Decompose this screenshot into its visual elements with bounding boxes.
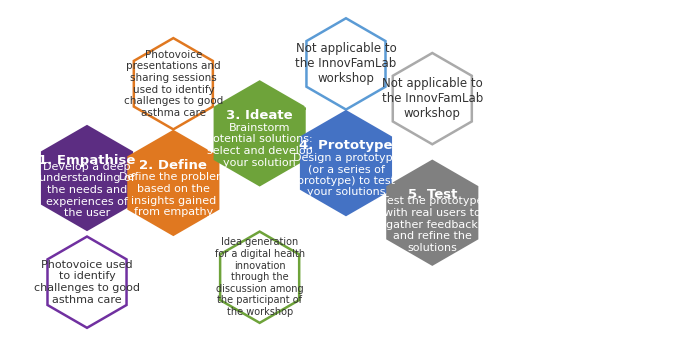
Polygon shape (393, 53, 472, 144)
Text: Not applicable to
the InnovFamLab
workshop: Not applicable to the InnovFamLab worksh… (295, 42, 397, 85)
Text: Photovoice
presentations and
sharing sessions
used to identify
challenges to goo: Photovoice presentations and sharing ses… (124, 50, 223, 118)
Text: Develop a deep
understanding of
the needs and
experiences of
the user: Develop a deep understanding of the need… (39, 162, 135, 218)
Polygon shape (42, 126, 132, 230)
Polygon shape (129, 131, 218, 235)
Text: Photovoice used
to identify
challenges to good
asthma care: Photovoice used to identify challenges t… (34, 260, 140, 305)
Text: Test the prototype
with real users to
gather feedback
and refine the
solutions: Test the prototype with real users to ga… (382, 197, 483, 253)
Text: Idea generation
for a digital health
innovation
through the
discussion among
the: Idea generation for a digital health inn… (214, 237, 305, 317)
Text: 1. Empathise: 1. Empathise (38, 154, 136, 167)
Text: 3. Ideate: 3. Ideate (226, 109, 293, 122)
Polygon shape (215, 82, 304, 185)
Polygon shape (301, 111, 390, 215)
Polygon shape (306, 18, 386, 110)
Text: 2. Define: 2. Define (139, 159, 208, 172)
Text: 5. Test: 5. Test (408, 188, 457, 201)
Text: Brainstorm
potential solutions:
select and develop
your solution: Brainstorm potential solutions: select a… (206, 123, 313, 168)
Text: 4. Prototype: 4. Prototype (299, 139, 393, 152)
Polygon shape (47, 236, 127, 328)
Text: Not applicable to
the InnovFamLab
workshop: Not applicable to the InnovFamLab worksh… (382, 77, 483, 120)
Polygon shape (220, 232, 299, 323)
Text: Define the problem
based on the
insights gained
from empathy: Define the problem based on the insights… (119, 172, 227, 217)
Text: Design a prototype
(or a series of
prototype) to test
your solutions: Design a prototype (or a series of proto… (292, 153, 399, 198)
Polygon shape (134, 38, 213, 129)
Polygon shape (388, 161, 477, 264)
